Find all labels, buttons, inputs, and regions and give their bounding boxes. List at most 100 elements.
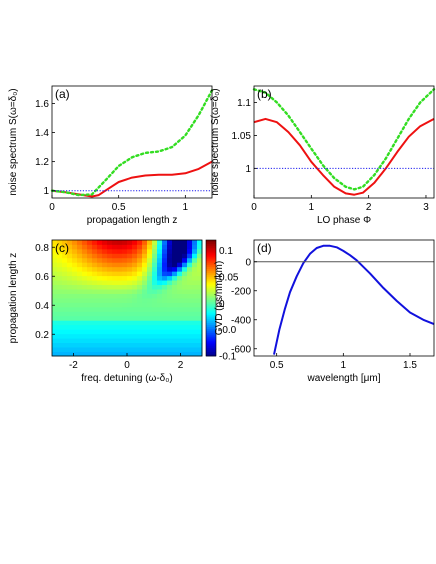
y-tick-label: 0: [245, 257, 251, 268]
heatmap-cell: [137, 275, 143, 281]
heatmap-cell: [67, 240, 73, 245]
heatmap-cell: [52, 329, 58, 335]
heatmap-cell: [192, 347, 198, 352]
heatmap-cell: [72, 257, 78, 263]
heatmap-cell: [137, 333, 143, 339]
heatmap-cell: [187, 271, 193, 277]
heatmap-cell: [147, 262, 153, 268]
heatmap-cell: [132, 284, 138, 290]
heatmap-cell: [107, 262, 113, 268]
heatmap-cell: [97, 244, 103, 250]
heatmap-cell: [197, 338, 203, 344]
heatmap-cell: [82, 271, 88, 277]
heatmap-cell: [192, 244, 198, 250]
heatmap-cell: [97, 320, 103, 326]
y-axis-label: GVD (ps/nm/km): [214, 261, 225, 335]
heatmap-cell: [177, 244, 183, 250]
x-axis-label: freq. detuning (ω-δ₀): [81, 373, 172, 384]
heatmap-cell: [192, 284, 198, 290]
heatmap-cell: [117, 315, 123, 321]
heatmap-cell: [167, 333, 173, 339]
heatmap-cell: [52, 342, 58, 348]
heatmap-cell: [117, 289, 123, 294]
heatmap-cell: [167, 324, 173, 330]
heatmap-cell: [187, 257, 193, 263]
heatmap-cell: [152, 342, 158, 348]
heatmap-cell: [77, 302, 83, 308]
heatmap-cell: [87, 315, 93, 321]
colorbar-frame: [205, 239, 217, 357]
colorbar-segment: [206, 323, 216, 326]
y-tick-label: 0.6: [35, 272, 49, 283]
heatmap-cell: [127, 244, 133, 250]
colorbar-segment: [206, 251, 216, 254]
heatmap-cell: [87, 347, 93, 352]
heatmap-cell: [127, 271, 133, 277]
heatmap-cell: [182, 315, 188, 321]
heatmap-cell: [122, 306, 128, 312]
heatmap-cell: [87, 289, 93, 294]
heatmap-cell: [137, 311, 143, 317]
heatmap-cell: [87, 302, 93, 308]
heatmap-cell: [127, 248, 133, 254]
panel-label: (b): [257, 87, 272, 101]
heatmap-cell: [117, 253, 123, 259]
heatmap-cell: [107, 266, 113, 272]
heatmap-cell: [122, 298, 128, 303]
heatmap-cell: [102, 342, 108, 348]
heatmap-cell: [197, 248, 203, 254]
heatmap-cell: [112, 302, 118, 308]
heatmap-cell: [187, 262, 193, 268]
heatmap-cell: [152, 351, 158, 357]
colorbar-tick-label: -0.1: [219, 352, 237, 363]
heatmap-cell: [107, 338, 113, 344]
heatmap-cell: [62, 324, 68, 330]
heatmap-cell: [152, 302, 158, 308]
heatmap-cell: [97, 298, 103, 303]
heatmap-cell: [52, 253, 58, 259]
heatmap-cell: [117, 298, 123, 303]
heatmap-cell: [92, 240, 98, 245]
heatmap-cell: [142, 333, 148, 339]
heatmap-cell: [142, 253, 148, 259]
heatmap-cell: [62, 280, 68, 286]
heatmap-cell: [117, 347, 123, 352]
colorbar-segment: [206, 334, 216, 338]
heatmap-cell: [162, 284, 168, 290]
heatmap-cell: [182, 262, 188, 268]
heatmap-cell: [187, 289, 193, 294]
heatmap-cell: [102, 248, 108, 254]
heatmap-cell: [97, 248, 103, 254]
heatmap-cell: [127, 253, 133, 259]
heatmap-cell: [187, 244, 193, 250]
heatmap-cell: [107, 293, 113, 299]
heatmap-cell: [177, 275, 183, 281]
heatmap-cell: [57, 315, 63, 321]
heatmap-cell: [117, 280, 123, 286]
heatmap-cell: [67, 248, 73, 254]
heatmap-cell: [82, 240, 88, 245]
heatmap-cell: [197, 275, 203, 281]
heatmap-cell: [147, 347, 153, 352]
heatmap-cell: [157, 347, 163, 352]
colorbar-segment: [206, 342, 216, 345]
heatmap-cell: [107, 329, 113, 335]
heatmap-cell: [87, 293, 93, 299]
colorbar-segment: [206, 288, 216, 291]
heatmap-cell: [162, 333, 168, 339]
heatmap-cell: [192, 311, 198, 317]
heatmap-cell: [192, 302, 198, 308]
heatmap-cell: [152, 266, 158, 272]
heatmap-cell: [112, 338, 118, 344]
heatmap-cell: [52, 248, 58, 254]
heatmap-cell: [77, 342, 83, 348]
heatmap-cell: [127, 302, 133, 308]
heatmap-cell: [137, 257, 143, 263]
heatmap-cell: [157, 262, 163, 268]
heatmap-cell: [122, 342, 128, 348]
heatmap-cell: [132, 289, 138, 294]
heatmap-cell: [152, 333, 158, 339]
heatmap-cell: [92, 244, 98, 250]
x-axis-label: LO phase Φ: [317, 215, 371, 226]
heatmap-cell: [67, 293, 73, 299]
